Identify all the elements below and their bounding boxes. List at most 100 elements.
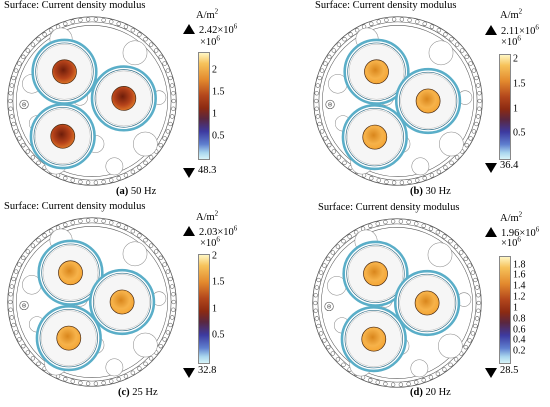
armour-wire: [36, 37, 41, 42]
armour-wire: [9, 284, 14, 289]
cable-cross-section: [312, 218, 482, 388]
color-bar-tick-label: 2: [513, 53, 518, 65]
unit-label: A/m2: [196, 7, 219, 21]
armour-wire: [17, 61, 22, 66]
armour-wire: [399, 17, 405, 22]
filler: [439, 131, 464, 157]
armour-wire: [317, 75, 322, 81]
armour-wire: [476, 300, 481, 306]
panel-c: Surface: Current density modulus A/m2 2.…: [0, 201, 275, 407]
armour-wire: [368, 378, 373, 383]
armour-wire: [14, 269, 19, 274]
unit-exponent: 2: [214, 7, 219, 16]
armour-wire: [17, 337, 22, 342]
armour-wire: [467, 263, 472, 268]
armour-wire: [123, 225, 129, 230]
armour-wire: [313, 300, 318, 306]
armour-wire: [143, 37, 148, 42]
color-bar-tick-label: 1.5: [212, 276, 225, 288]
armour-wire: [467, 338, 472, 343]
armour-wire: [335, 357, 341, 362]
armour-wire: [170, 83, 175, 88]
max-value: 2.03×10: [199, 227, 234, 238]
min-value: 32.8: [198, 365, 217, 376]
armour-wire: [422, 176, 427, 181]
filler: [133, 332, 158, 358]
conductor: [109, 289, 135, 315]
armour-wire: [30, 356, 36, 361]
armour-wire: [36, 361, 41, 366]
armour-wires: [313, 219, 481, 387]
armour-wire: [320, 129, 325, 134]
color-bar-tick-label: 1: [212, 108, 217, 120]
armour-wire: [341, 362, 346, 367]
armour-wire: [326, 256, 331, 261]
armour-wire: [109, 379, 114, 384]
cable-cross-section: [313, 16, 483, 186]
armour-wire: [322, 263, 327, 268]
color-bar-tick-label: 0.8: [513, 313, 526, 325]
armour-wire: [130, 370, 136, 375]
armour-wire: [415, 19, 420, 24]
armour-wire: [168, 75, 173, 81]
panel-d: Surface: Current density modulus A/m2 1.…: [275, 202, 550, 407]
conductor: [111, 86, 137, 111]
armour-wire: [475, 285, 480, 290]
conductor: [58, 260, 83, 286]
conductor: [56, 325, 82, 351]
max-value-row: 2.42×106: [183, 23, 237, 36]
armour-wire: [101, 17, 106, 23]
multiplier-label: ×106: [501, 35, 521, 48]
armour-wire: [93, 218, 99, 223]
armour-wire: [123, 173, 129, 178]
armour-wire: [162, 61, 167, 66]
color-bar-tick-label: 0.5: [212, 130, 225, 142]
panel-title: Surface: Current density modulus: [4, 0, 146, 11]
armour-wire: [317, 121, 322, 127]
armour-wire: [109, 19, 114, 24]
armour-wire: [335, 244, 341, 249]
armour-wire: [170, 315, 175, 320]
armour-wire: [30, 243, 36, 248]
multiplier-exponent: 6: [517, 235, 521, 244]
armour-wire: [85, 218, 91, 223]
multiplier-text: ×10: [501, 238, 518, 249]
armour-wire: [471, 68, 476, 73]
armour-wire: [101, 218, 106, 224]
armour-wire: [463, 345, 468, 350]
armour-wire: [109, 220, 114, 225]
armour-wire: [468, 136, 473, 141]
core-screen-edge: [92, 272, 152, 332]
armour-wire: [78, 218, 83, 224]
core-screen-edge: [41, 243, 100, 302]
armour-ring: [318, 21, 478, 181]
unit-exponent: 2: [518, 7, 523, 16]
max-value-row: 2.11×106: [485, 24, 539, 37]
armour-wire: [137, 366, 142, 371]
panel-title: Surface: Current density modulus: [4, 201, 146, 212]
armour-wire: [475, 316, 480, 321]
armour-wire: [8, 98, 13, 104]
conductor: [361, 326, 387, 352]
armour-wire: [369, 21, 374, 26]
armour-wire: [130, 169, 136, 174]
armour-wire: [137, 165, 142, 170]
armour-wire: [130, 229, 136, 234]
armour-wire: [348, 32, 353, 37]
armour-wire: [313, 308, 318, 313]
armour-wire: [442, 367, 447, 372]
armour-wire: [406, 219, 411, 225]
armour-wire: [162, 262, 167, 267]
armour-wire: [9, 315, 14, 320]
armour-wire: [171, 292, 176, 297]
armour-wire: [63, 377, 68, 382]
armour-wire: [399, 180, 405, 185]
armour-wire: [319, 270, 324, 275]
armour-wire: [314, 98, 319, 104]
armour-wire: [165, 68, 170, 73]
max-exponent: 6: [233, 224, 238, 233]
armour-wire: [137, 32, 142, 37]
armour-wire: [63, 21, 68, 26]
armour-wire: [171, 307, 176, 312]
multiplier-text: ×10: [200, 238, 217, 249]
